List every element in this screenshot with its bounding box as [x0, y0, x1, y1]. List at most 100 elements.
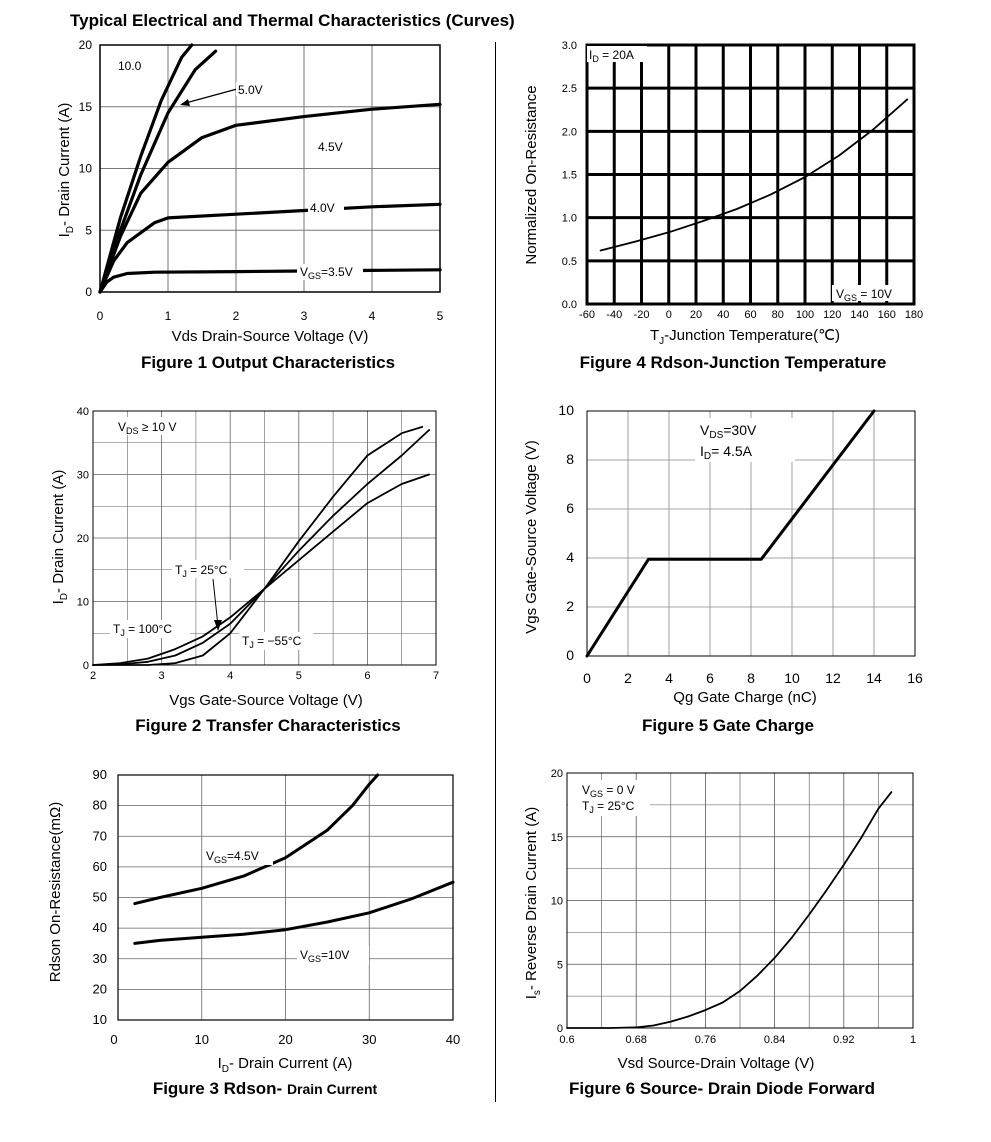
figure-1-x-axis-title: Vds Drain-Source Voltage (V) — [172, 328, 369, 345]
figure-2-annotation-leader — [212, 578, 219, 627]
figure-3-y-tick-label: 10 — [93, 1012, 107, 1027]
figure-4-y-axis-title: Normalized On-Resistance — [523, 85, 540, 264]
figure-4-x-tick-label: 180 — [905, 309, 923, 321]
figure-2-y-tick-label: 40 — [77, 406, 89, 418]
figure-1-label-bg-45v — [316, 139, 348, 153]
figure-2-arrowhead — [214, 620, 222, 631]
figure-3-y-tick-label: 90 — [93, 767, 107, 782]
figure-6-y-tick-label: 0 — [557, 1023, 563, 1035]
figure-6-x-tick-label: 0.92 — [833, 1034, 854, 1046]
figure-2-series-3-line — [92, 426, 424, 666]
figure-5-x-tick-label: 4 — [665, 670, 673, 686]
figure-2-x-tick-label: 4 — [227, 670, 233, 682]
figure-3-x-tick-label: 0 — [110, 1032, 117, 1047]
figure-4-label-bg-id — [587, 46, 647, 62]
page-title: Typical Electrical and Thermal Character… — [70, 11, 515, 30]
figure-2-x-axis-title: Vgs Gate-Source Voltage (V) — [169, 692, 362, 709]
figure-6-annotation-vgs: VGS = 0 V — [582, 783, 635, 799]
figure-6-plot-frame — [566, 772, 914, 1029]
figure-4-x-tick-label: -20 — [634, 309, 650, 321]
figure-2-annotation-25c: TJ = 25°C — [175, 563, 228, 579]
figure-6-x-tick-label: 0.76 — [695, 1034, 716, 1046]
figure-5-y-tick-label: 0 — [566, 647, 574, 663]
figure-2-label-bg-100c — [110, 620, 190, 638]
figure-5-x-tick-label: 2 — [624, 670, 632, 686]
figure-4-y-tick-label: 1.0 — [562, 213, 577, 225]
figure-3-label-bg-45v — [203, 845, 273, 865]
figure-5-x-tick-label: 10 — [784, 670, 800, 686]
figure-2-x-tick-label: 6 — [364, 670, 370, 682]
figure-3-y-tick-label: 80 — [93, 798, 107, 813]
figure-4-x-tick-label: -40 — [606, 309, 622, 321]
figure-4-y-tick-label: 0.5 — [562, 256, 577, 268]
figure-1-annotation-vgs-10: 10.0 — [118, 59, 142, 73]
figure-2-label-bg-vds — [115, 417, 195, 435]
figure-4-x-tick-label: 140 — [850, 309, 868, 321]
figure-1-x-tick-label: 1 — [165, 309, 172, 323]
figure-1-annotation-arrow — [181, 88, 238, 105]
figure-1-arrowhead — [180, 99, 190, 106]
figure-5-y-tick-label: 4 — [566, 549, 574, 565]
figure-1-annotation-vgs-5: 5.0V — [238, 83, 263, 97]
figure-2-label-bg-55c — [239, 632, 313, 650]
figure-4-x-tick-label: 40 — [717, 309, 729, 321]
figure-1-label-bg-4v — [308, 201, 344, 215]
figure-6-caption: Figure 6 Source- Drain Diode Forward — [569, 1079, 875, 1098]
figure-4-y-tick-label: 2.0 — [562, 126, 577, 138]
figure-2-series-2-line — [92, 429, 430, 666]
figure-2-x-tick-label: 7 — [433, 670, 439, 682]
figure-3-y-tick-label: 70 — [93, 828, 107, 843]
figure-3-x-axis-title: ID- Drain Current (A) — [218, 1055, 353, 1075]
figure-4-label-bg-vgs — [832, 285, 912, 301]
figure-2-y-tick-label: 20 — [77, 533, 89, 545]
figure-6-x-tick-label: 0.68 — [625, 1034, 646, 1046]
figure-1-x-tick-label: 3 — [301, 309, 308, 323]
figure-1-y-tick-label: 20 — [79, 38, 93, 52]
figure-5-x-tick-label: 8 — [747, 670, 755, 686]
figure-6-x-tick-label: 1 — [910, 1034, 916, 1046]
figure-3-plot-frame — [117, 774, 454, 1021]
figure-4-x-tick-label: 60 — [744, 309, 756, 321]
figure-5-y-tick-label: 8 — [566, 451, 574, 467]
figure-1-caption: Figure 1 Output Characteristics — [141, 353, 395, 372]
figure-3-y-tick-label: 20 — [93, 981, 107, 996]
figure-6-x-axis-title: Vsd Source-Drain Voltage (V) — [618, 1055, 815, 1072]
figure-4-x-tick-label: 120 — [823, 309, 841, 321]
figure-3-x-tick-label: 20 — [278, 1032, 292, 1047]
figure-2-annotation-minus55c: TJ = −55°C — [242, 634, 302, 650]
figure-4-caption: Figure 4 Rdson-Junction Temperature — [580, 353, 887, 372]
figure-1-x-tick-label: 0 — [97, 309, 104, 323]
figure-6-label-bg — [568, 780, 650, 816]
figure-2-y-axis-title: ID- Drain Current (A) — [50, 470, 70, 605]
figure-4-plot-frame — [585, 43, 916, 306]
figure-6-y-tick-label: 10 — [551, 896, 563, 908]
figure-1-x-tick-label: 5 — [437, 309, 444, 323]
figure-2-series-1-line — [92, 473, 430, 666]
figure-1-y-axis-title: ID- Drain Current (A) — [56, 103, 76, 238]
figure-2-y-tick-label: 0 — [83, 660, 89, 672]
figure-1-label-bg-35v — [297, 264, 363, 280]
figure-4-x-tick-label: 20 — [690, 309, 702, 321]
figure-3-caption: Figure 3 Rdson- Drain Current — [153, 1079, 378, 1098]
figure-1-annotation-vgs-4: 4.0V — [310, 201, 335, 215]
figure-2-x-tick-label: 3 — [159, 670, 165, 682]
figure-5-x-tick-label: 6 — [706, 670, 714, 686]
figure-6-y-tick-label: 15 — [551, 832, 563, 844]
figure-1-label-bg-5v — [236, 82, 268, 96]
figure-4-x-tick-label: -60 — [579, 309, 595, 321]
figure-3-series-2-line — [133, 880, 455, 945]
figure-6-x-tick-label: 0.6 — [559, 1034, 574, 1046]
figure-2-x-tick-label: 5 — [296, 670, 302, 682]
figure-3-y-tick-label: 60 — [93, 859, 107, 874]
figure-3-x-tick-label: 30 — [362, 1032, 376, 1047]
figure-6-y-tick-label: 20 — [551, 768, 563, 780]
figure-4-x-tick-label: 160 — [878, 309, 896, 321]
figure-1-y-tick-label: 5 — [85, 223, 92, 237]
figure-2-annotation-100c: TJ = 100°C — [113, 622, 172, 638]
figure-3-y-axis-title: Rdson On-Resistance(mΩ) — [47, 802, 64, 982]
